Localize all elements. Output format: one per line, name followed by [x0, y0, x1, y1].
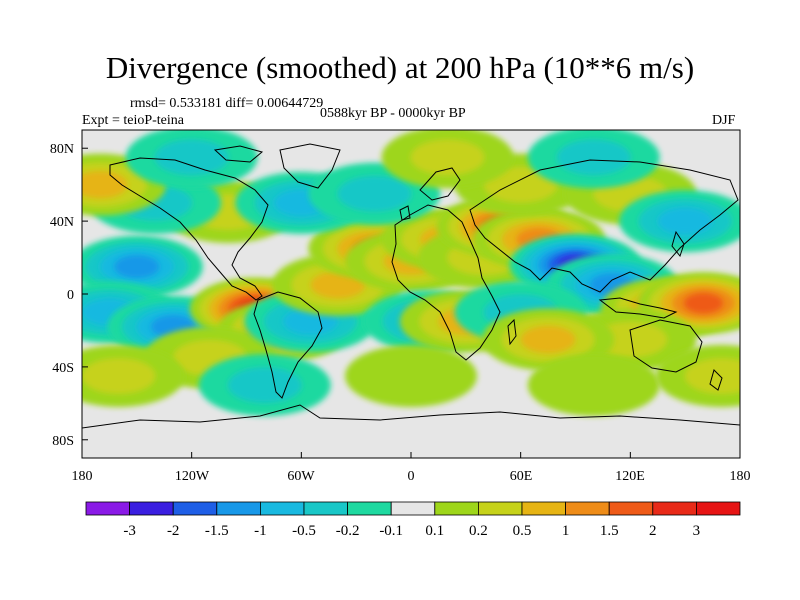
field-contour — [154, 139, 229, 176]
lat-label-40s: 40S — [52, 361, 74, 376]
field-contour — [483, 166, 558, 203]
field-contour — [82, 358, 156, 394]
field-contour — [657, 207, 713, 235]
field-contour — [410, 139, 485, 176]
field-contour — [556, 139, 631, 176]
lat-label-0: 0 — [67, 288, 74, 303]
lon-label-180e: 180 — [729, 469, 751, 484]
colorbar — [85, 501, 741, 516]
colorbar-tick-label: -2 — [166, 523, 180, 539]
colorbar-tick-label: 0.1 — [425, 523, 445, 539]
colorbar-swatch — [172, 501, 218, 516]
lon-label-60w: 60W — [287, 469, 315, 484]
field-contour — [684, 358, 740, 394]
lon-label-120w: 120W — [174, 469, 210, 484]
colorbar-tick-label: 1 — [561, 523, 570, 539]
colorbar-tick-label: -3 — [123, 523, 136, 539]
field-contour — [683, 292, 724, 314]
lon-label-60e: 60E — [509, 469, 533, 484]
colorbar-tick-label: -0.5 — [292, 523, 316, 539]
season-label: DJF — [712, 113, 736, 128]
lat-label-80s: 80S — [52, 434, 74, 449]
experiment-label: Expt = teioP-teina — [82, 113, 184, 128]
lon-label-120e: 120E — [615, 469, 645, 484]
field-contour — [520, 325, 576, 354]
lon-label-0: 0 — [407, 469, 415, 484]
colorbar-tick-label: 2 — [649, 523, 657, 539]
field-contour — [310, 271, 366, 299]
colorbar-swatch — [85, 501, 130, 516]
axis-ticks — [81, 147, 741, 458]
colorbar-tick-label: -1.5 — [204, 523, 229, 539]
colorbar-swatch — [652, 501, 697, 516]
field-contour — [345, 345, 477, 407]
colorbar-swatch — [477, 501, 523, 516]
colorbar-swatch — [434, 501, 479, 516]
colorbar-tick-label: -1 — [254, 523, 267, 539]
colorbar-tick-label: 1.5 — [599, 523, 619, 539]
colorbar-swatch — [608, 501, 654, 516]
colorbar-swatch — [696, 501, 741, 516]
map-title: Divergence (smoothed) at 200 hPa (10**6 … — [105, 50, 695, 85]
colorbar-swatch — [347, 501, 392, 516]
colorbar-swatch — [216, 501, 261, 516]
field-contour — [337, 175, 412, 212]
colorbar-swatch — [129, 501, 174, 516]
colorbar-tick-label: 0.5 — [512, 523, 532, 539]
lat-label-80n: 80N — [49, 142, 74, 157]
colorbar-swatch — [390, 501, 436, 516]
field-contour — [82, 171, 128, 199]
lat-label-40n: 40N — [49, 215, 74, 230]
period-label: 0588kyr BP - 0000kyr BP — [320, 106, 466, 121]
colorbar-tick-label: 0.2 — [469, 523, 488, 539]
colorbar-tick-label: -0.2 — [335, 523, 360, 539]
field-contour — [114, 255, 160, 279]
colorbar-swatch — [259, 501, 305, 516]
colorbar-swatch — [565, 501, 610, 516]
divergence-field — [82, 130, 740, 417]
field-contour — [593, 321, 668, 358]
field-contour — [227, 367, 302, 404]
colorbar-swatch — [303, 501, 348, 516]
field-contour — [527, 354, 660, 417]
coastlines — [82, 143, 740, 429]
colorbar-swatch — [521, 501, 566, 516]
lon-label-180w: 180 — [71, 469, 93, 484]
colorbar-tick-label: -0.1 — [379, 523, 404, 539]
stats-line: rmsd= 0.533181 diff= 0.00644729 — [130, 96, 324, 111]
colorbar-tick-label: 3 — [692, 523, 701, 539]
